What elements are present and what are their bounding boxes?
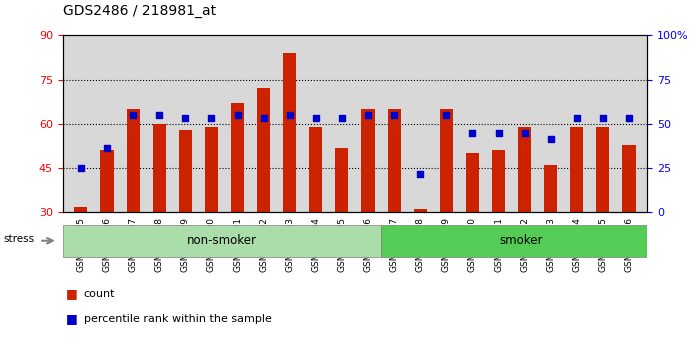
Point (545, 136, 556, 142)
Bar (570, 127, 583, 212)
Point (127, 112, 139, 118)
Point (180, 115, 191, 121)
Bar (309, 127, 322, 212)
Bar (440, 109, 453, 212)
Bar (257, 88, 270, 212)
Text: GDS2486 / 218981_at: GDS2486 / 218981_at (63, 4, 216, 18)
Point (284, 112, 295, 118)
Point (571, 115, 583, 121)
Text: percentile rank within the sample: percentile rank within the sample (84, 314, 271, 324)
Bar (152, 124, 166, 212)
Bar (74, 206, 88, 212)
Text: ■: ■ (66, 312, 78, 325)
Point (154, 112, 165, 118)
Bar (335, 148, 349, 212)
Point (415, 171, 426, 177)
Point (597, 115, 608, 121)
Point (388, 112, 400, 118)
Point (232, 112, 243, 118)
Bar (381, 225, 661, 257)
Point (441, 112, 452, 118)
Bar (179, 130, 192, 212)
Bar (63, 225, 381, 257)
Text: stress: stress (3, 234, 35, 244)
Text: count: count (84, 289, 115, 299)
Point (467, 130, 478, 136)
Bar (622, 144, 635, 212)
Bar (544, 165, 557, 212)
Point (624, 115, 635, 121)
Text: ■: ■ (66, 287, 78, 300)
Bar (388, 109, 401, 212)
Bar (361, 109, 374, 212)
Point (493, 130, 504, 136)
Point (102, 145, 113, 150)
Bar (596, 127, 610, 212)
Bar (100, 150, 113, 212)
Point (336, 115, 347, 121)
Bar (283, 53, 296, 212)
Bar (492, 150, 505, 212)
Point (206, 115, 217, 121)
Point (519, 130, 530, 136)
Bar (127, 109, 140, 212)
Bar (205, 127, 218, 212)
Point (310, 115, 322, 121)
Text: non-smoker: non-smoker (187, 234, 257, 246)
Bar (466, 153, 479, 212)
Text: smoker: smoker (499, 234, 542, 246)
Bar (231, 103, 244, 212)
Bar (413, 210, 427, 212)
Point (363, 112, 374, 118)
Point (258, 115, 269, 121)
Bar (518, 127, 531, 212)
Point (75, 165, 86, 171)
